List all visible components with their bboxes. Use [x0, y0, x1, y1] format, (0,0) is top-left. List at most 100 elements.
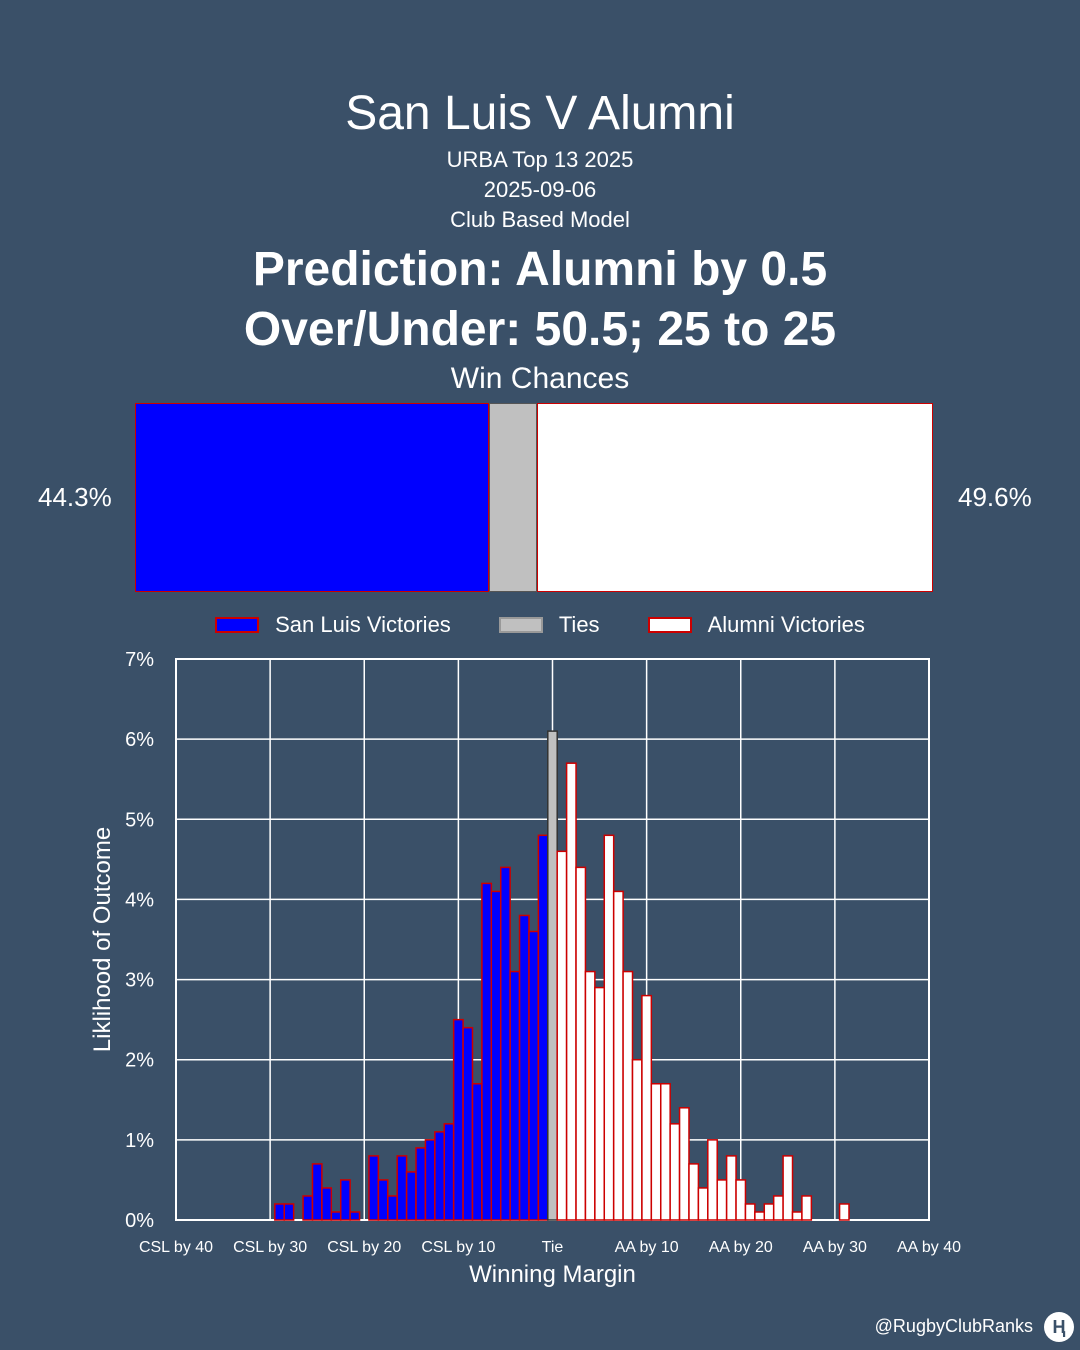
bar-home-win	[537, 834, 549, 1221]
legend-swatch-tie	[498, 617, 543, 633]
bar-home-win	[499, 866, 511, 1221]
bar-home-win	[283, 1203, 295, 1221]
legend-item-tie: Ties	[498, 612, 600, 638]
x-tick-label: CSL by 30	[233, 1239, 307, 1256]
bar-away-win	[612, 890, 624, 1221]
bar-away-win	[688, 1163, 700, 1221]
bar-home-win	[321, 1187, 333, 1221]
bar-away-win	[678, 1107, 690, 1221]
bar-away-win	[716, 1179, 728, 1221]
bar-away-win	[744, 1203, 756, 1221]
bar-tie	[547, 730, 558, 1221]
win-chances-bar	[135, 403, 933, 592]
away-win-pct: 49.6%	[958, 482, 1032, 512]
x-tick-label: AA by 40	[897, 1239, 961, 1256]
legend-label-away: Alumni Victories	[707, 612, 865, 637]
x-tick-label: AA by 20	[709, 1239, 773, 1256]
bar-home-win	[490, 890, 502, 1221]
x-tick-label: CSL by 40	[139, 1239, 213, 1256]
bar-home-win	[481, 882, 493, 1221]
bar-away-win	[801, 1195, 813, 1221]
home-win-pct: 44.3%	[38, 482, 112, 512]
bar-away-win	[791, 1211, 803, 1221]
bar-away-win	[622, 970, 634, 1221]
bar-home-win	[471, 1083, 483, 1221]
bar-away-win	[650, 1083, 662, 1221]
bar-home-win	[368, 1155, 380, 1221]
chart-title: San Luis V Alumni	[345, 87, 735, 140]
over-under-text: Over/Under: 50.5; 25 to 25	[243, 303, 837, 356]
y-tick-label: 6%	[125, 729, 154, 751]
bar-home-win	[349, 1211, 361, 1221]
legend: San Luis Victories Ties Alumni Victories	[0, 612, 1080, 638]
bar-away-win	[763, 1203, 775, 1221]
bar-home-win	[424, 1139, 436, 1221]
y-tick-label: 1%	[125, 1130, 154, 1152]
x-tick-label: CSL by 10	[421, 1239, 495, 1256]
bar-home-win	[405, 1171, 417, 1221]
bar-home-win	[528, 930, 540, 1221]
bar-home-win	[339, 1179, 351, 1221]
bar-home-win	[302, 1195, 314, 1221]
bar-home-win	[330, 1211, 342, 1221]
bar-away-win	[631, 1058, 643, 1221]
legend-item-away: Alumni Victories	[647, 612, 865, 638]
bar-away-win	[584, 970, 596, 1221]
bar-away-win	[754, 1211, 766, 1221]
legend-swatch-away	[647, 617, 692, 633]
bar-home-win	[518, 914, 530, 1221]
bar-away-win	[697, 1187, 709, 1221]
bar-away-win	[707, 1139, 718, 1221]
prediction-text: Prediction: Alumni by 0.5	[252, 243, 828, 296]
watermark: @RugbyClubRanks	[874, 1316, 1033, 1336]
y-tick-label: 7%	[125, 649, 154, 671]
bar-home-win	[415, 1147, 427, 1221]
bar-away-win	[641, 994, 653, 1221]
bar-home-win	[377, 1179, 389, 1221]
win-chances-label: Win Chances	[450, 362, 630, 395]
y-axis-label: Liklihood of Outcome	[89, 827, 116, 1052]
y-tick-label: 5%	[125, 809, 154, 831]
match-date: 2025-09-06	[483, 177, 597, 202]
model-label: Club Based Model	[450, 207, 630, 232]
home-win-segment	[135, 403, 489, 592]
legend-label-home: San Luis Victories	[275, 612, 451, 637]
tie-segment	[488, 403, 538, 592]
bar-away-win	[659, 1083, 671, 1221]
bar-home-win	[387, 1195, 398, 1221]
y-tick-label: 2%	[125, 1050, 154, 1072]
legend-swatch-home	[215, 617, 260, 633]
bar-home-win	[443, 1123, 455, 1221]
bar-home-win	[396, 1155, 408, 1221]
x-tick-label: AA by 30	[803, 1239, 867, 1256]
bar-away-win	[575, 866, 587, 1221]
bar-away-win	[669, 1123, 681, 1221]
y-tick-label: 3%	[125, 970, 154, 992]
x-tick-label: CSL by 20	[327, 1239, 401, 1256]
bar-home-win	[434, 1131, 446, 1221]
y-tick-label: 0%	[125, 1210, 154, 1232]
y-tick-label: 4%	[125, 889, 154, 911]
bar-away-win	[725, 1155, 737, 1221]
bar-away-win	[565, 762, 577, 1221]
bar-home-win	[311, 1163, 323, 1221]
x-axis-label: Winning Margin	[469, 1261, 636, 1288]
bar-home-win	[509, 970, 521, 1221]
bar-away-win	[782, 1155, 794, 1221]
rugby-posts-logo-icon: Ⱨ	[1044, 1312, 1074, 1342]
legend-label-tie: Ties	[558, 612, 600, 637]
bar-home-win	[452, 1018, 464, 1221]
bar-away-win	[594, 986, 606, 1221]
legend-item-home: San Luis Victories	[215, 612, 451, 638]
x-tick-label: Tie	[542, 1239, 564, 1256]
competition-label: URBA Top 13 2025	[446, 147, 634, 172]
bar-away-win	[735, 1179, 747, 1221]
x-tick-label: AA by 10	[615, 1239, 679, 1256]
bar-away-win	[772, 1195, 784, 1221]
bar-away-win	[556, 850, 568, 1221]
away-win-segment	[537, 403, 933, 592]
bar-away-win	[603, 834, 615, 1221]
bar-away-win	[838, 1203, 850, 1221]
bar-home-win	[462, 1026, 474, 1221]
